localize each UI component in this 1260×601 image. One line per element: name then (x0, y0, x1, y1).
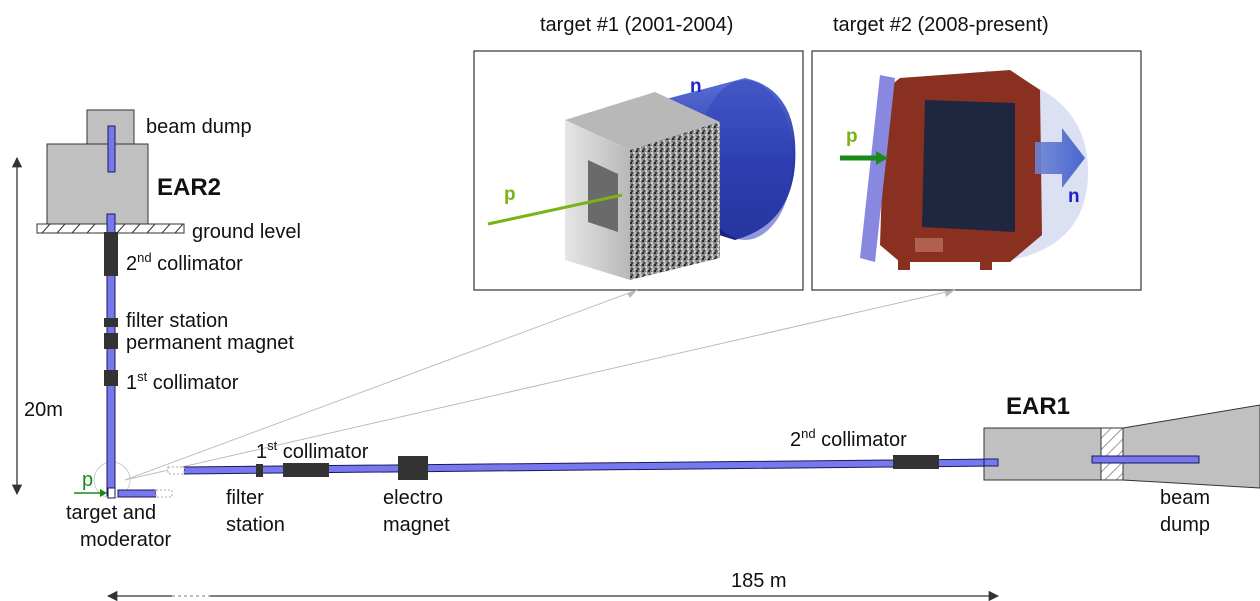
target2-p-label: p (846, 126, 858, 147)
target1-n-label: n (690, 76, 702, 97)
target-moderator-label-2: moderator (80, 529, 171, 551)
target1-block-top (565, 92, 720, 150)
pointer-line-target2 (124, 289, 956, 481)
ear1-beam-dump (1122, 404, 1260, 489)
beam-dump-right-label-1: beam (1160, 487, 1210, 509)
distance-185m-label: 185 m (731, 570, 787, 592)
collimator1-horizontal-label: 1st collimator (256, 438, 369, 463)
ear2-dump-pipe (107, 125, 116, 173)
ear2-label: EAR2 (157, 174, 221, 201)
collimator2-horizontal-label: 2nd collimator (790, 426, 907, 451)
target1-block-front (630, 122, 720, 280)
beam-dump-top-label: beam dump (146, 116, 252, 138)
ear2-building (46, 143, 149, 225)
pointer-line-target1 (124, 289, 638, 481)
ear2-area (36, 109, 185, 497)
target-moderator-label-1: target and (66, 502, 156, 524)
target1-inset: p n (473, 50, 804, 291)
ear2-1st-collimator (104, 370, 118, 386)
beam-dump-right-label-2: dump (1160, 514, 1210, 536)
electro-magnet (398, 456, 428, 480)
distance-20m-label: 20m (24, 399, 63, 421)
filter-station-vertical-label: filter station (126, 310, 228, 332)
target2-title: target #2 (2008-present) (833, 14, 1049, 36)
ear1-filter-station (256, 464, 263, 477)
target-side-pipe (117, 489, 157, 498)
proton-label: p (82, 469, 93, 491)
target1-proton-beam (487, 193, 623, 226)
target-area: p (74, 469, 173, 499)
target2-inset: p n (811, 50, 1142, 291)
target1-title: target #1 (2001-2004) (540, 14, 733, 36)
ear2-permanent-magnet (104, 333, 118, 349)
ground-level-label: ground level (192, 221, 301, 243)
ear1-wall (1100, 427, 1124, 481)
ear1-dump-pipe (1091, 455, 1200, 464)
target1-p-label: p (504, 184, 516, 205)
ear1-label: EAR1 (1006, 393, 1070, 420)
target1-slot (588, 160, 618, 232)
permanent-magnet-label: permanent magnet (126, 332, 294, 354)
target2-n-label: n (1068, 186, 1080, 207)
ear1-2nd-collimator (893, 455, 939, 469)
ear1-building (983, 427, 1102, 481)
ear1-1st-collimator (283, 463, 329, 477)
target-block (107, 487, 116, 499)
ear2-2nd-collimator (104, 232, 118, 276)
ear2-filter-station (104, 318, 118, 327)
filter-station-label-1: filter (226, 487, 264, 509)
electro-magnet-label-1: electro (383, 487, 443, 509)
target2-neutron-arrow (1035, 128, 1085, 188)
target2-core (922, 100, 1015, 232)
target2-window-plate (860, 75, 895, 262)
collimator1-vertical-label: 1st collimator (126, 369, 239, 394)
electro-magnet-label-2: magnet (383, 514, 450, 536)
filter-station-label-2: station (226, 514, 285, 536)
collimator2-vertical-label: 2nd collimator (126, 250, 243, 275)
